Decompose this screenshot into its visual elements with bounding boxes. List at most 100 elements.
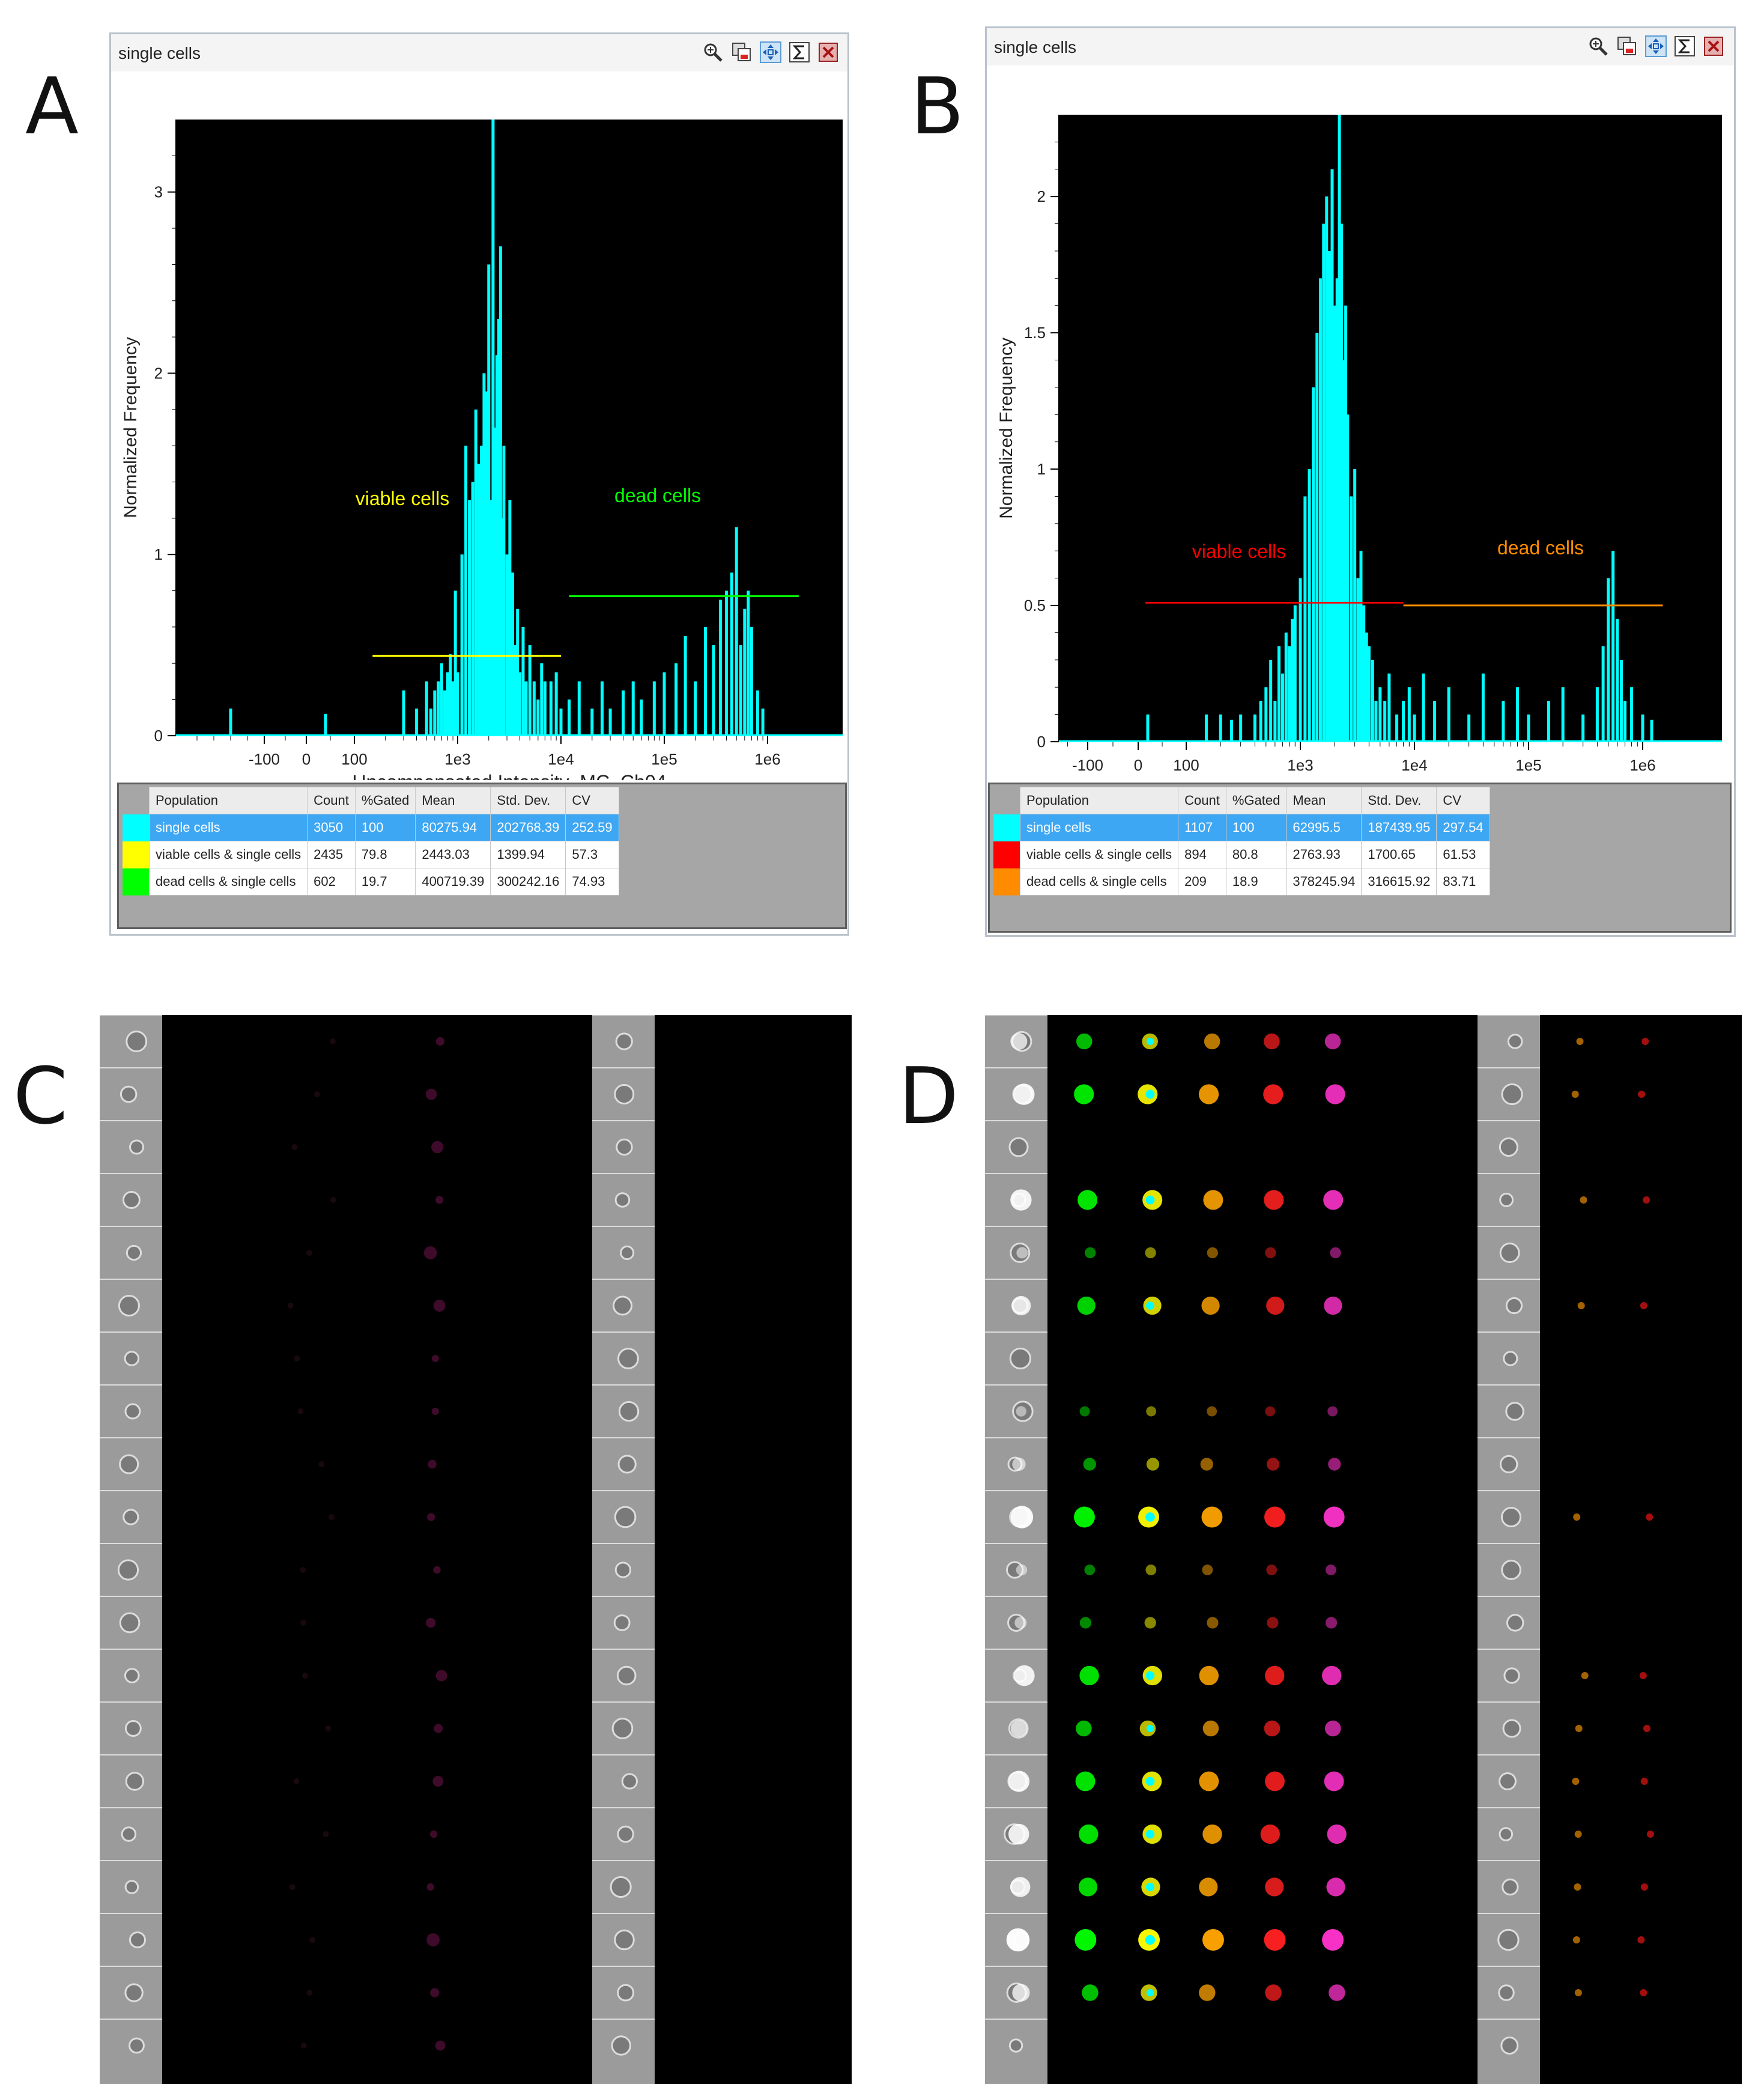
- histogram-bar: [1264, 687, 1268, 742]
- stat-value: 252.59: [565, 814, 619, 841]
- brightfield-cell: [124, 1668, 140, 1683]
- population-name: dead cells & single cells: [148, 868, 308, 895]
- fluorescent-cell: [423, 1246, 437, 1259]
- brightfield-cell: [124, 1351, 140, 1366]
- column-header[interactable]: %Gated: [354, 787, 416, 814]
- move-gate-icon[interactable]: [760, 41, 781, 63]
- column-header[interactable]: Population: [148, 787, 308, 814]
- histogram-bar: [532, 681, 536, 736]
- histogram-bar: [1288, 646, 1291, 742]
- cell-image-gallery-c[interactable]: [100, 1015, 852, 2084]
- fluorescent-cell: [1202, 1824, 1222, 1844]
- fluorescent-cell: [426, 1617, 436, 1628]
- zoom-icon[interactable]: [702, 41, 724, 63]
- fluorescent-cell: [1084, 1565, 1096, 1575]
- column-header[interactable]: Std. Dev.: [490, 787, 566, 814]
- histogram-bar: [1641, 714, 1644, 742]
- brightfield-cell: [121, 1826, 137, 1842]
- gate-label[interactable]: viable cells: [1192, 541, 1287, 562]
- fluorescent-cell: [433, 1300, 446, 1312]
- column-header[interactable]: Population: [1019, 787, 1179, 814]
- histogram-plot[interactable]: 0 0.5 1 1.5 2 -100 0 100 1e3 1e4 1e5 1e6 viable cell…: [987, 65, 1734, 799]
- column-header[interactable]: Mean: [415, 787, 491, 814]
- close-icon[interactable]: [817, 41, 839, 63]
- statistics-table: Population Count %Gated Mean Std. Dev. CV sing…: [123, 787, 619, 895]
- gate-label[interactable]: dead cells: [1497, 537, 1584, 559]
- copy-image-icon[interactable]: [731, 41, 753, 63]
- histogram-bar: [1422, 673, 1425, 742]
- brightfield-cell: [617, 1348, 639, 1369]
- x-axis-label: Intensity_MC_Ch04: [1306, 777, 1475, 780]
- stat-value: 2435: [307, 841, 356, 868]
- y-tick-label: 2: [154, 364, 163, 382]
- histogram-bar: [500, 518, 504, 736]
- histogram-bar: [622, 690, 625, 736]
- stats-row[interactable]: dead cells & single cells 209 18.9 378245.9…: [993, 868, 1490, 895]
- column-header[interactable]: Count: [307, 787, 356, 814]
- gate-label[interactable]: viable cells: [356, 488, 450, 509]
- gate-label[interactable]: dead cells: [614, 485, 701, 506]
- fluorescent-cell: [1641, 1038, 1649, 1045]
- fluorescent-cell: [291, 1144, 298, 1150]
- histogram-bar: [1219, 714, 1222, 742]
- fluorescent-cell: [432, 1776, 444, 1787]
- histogram-bar: [1378, 687, 1382, 742]
- stats-row[interactable]: single cells 1107 100 62995.5 187439.95 297.5…: [993, 814, 1490, 841]
- stat-value: 2443.03: [415, 841, 491, 868]
- fluorescent-cell: [1079, 1665, 1099, 1686]
- statistics-icon[interactable]: [789, 41, 810, 63]
- histogram-bar: [1318, 278, 1322, 742]
- fluorescent-cell: [1322, 1665, 1342, 1686]
- stats-row[interactable]: viable cells & single cells 2435 79.8 2443.…: [123, 841, 619, 868]
- column-header[interactable]: %Gated: [1225, 787, 1287, 814]
- histogram-bar: [590, 708, 594, 736]
- fluorescent-cell: [1264, 1720, 1281, 1737]
- brightfield-strip: [985, 1015, 1047, 2084]
- stats-row[interactable]: single cells 3050 100 80275.94 202768.39 252.…: [123, 814, 619, 841]
- population-color-swatch: [993, 841, 1020, 868]
- column-header[interactable]: Count: [1178, 787, 1226, 814]
- brightfield-cell: [129, 1139, 144, 1155]
- fluorescent-cell: [431, 1407, 439, 1416]
- column-header[interactable]: Mean: [1286, 787, 1362, 814]
- stats-row[interactable]: viable cells & single cells 894 80.8 2763.9…: [993, 841, 1490, 868]
- histogram-bar: [451, 681, 455, 736]
- cell-image-gallery-d[interactable]: [985, 1015, 1742, 2084]
- fluorescent-cell: [1082, 1984, 1099, 2001]
- swatch-header: [993, 787, 1020, 814]
- histogram-bar: [1259, 700, 1262, 742]
- histogram-bar: [1293, 605, 1297, 742]
- close-icon[interactable]: [1703, 35, 1724, 57]
- histogram-bar: [1338, 115, 1341, 742]
- histogram-bar: [1335, 278, 1339, 742]
- x-tick-label: 1e6: [1629, 756, 1655, 774]
- move-gate-icon[interactable]: [1645, 35, 1667, 57]
- fluorescent-cell-core: [1145, 1882, 1155, 1892]
- histogram-bar: [1322, 223, 1326, 742]
- column-header[interactable]: Std. Dev.: [1361, 787, 1437, 814]
- histogram-bar: [443, 690, 447, 736]
- histogram-bar: [1344, 305, 1348, 742]
- histogram-plot[interactable]: 0 1 2 3 -100 0 100 1e3 1e4 1e5 1e6 viable cells dead…: [111, 71, 847, 793]
- y-tick-label: 0.5: [1024, 596, 1046, 614]
- histogram-bar: [1273, 700, 1277, 742]
- fluorescent-cell: [1012, 1457, 1026, 1471]
- fluorescent-cell: [431, 1354, 439, 1363]
- fluorescent-cell-core: [1145, 1671, 1155, 1680]
- histogram-bar: [1387, 673, 1391, 742]
- fluorescent-cell: [1202, 1929, 1224, 1951]
- x-axis-label: Uncompensated Intensity_MC_Ch04: [353, 771, 667, 780]
- copy-image-icon[interactable]: [1616, 35, 1638, 57]
- statistics-icon[interactable]: [1674, 35, 1696, 57]
- stats-row[interactable]: dead cells & single cells 602 19.7 400719.3…: [123, 868, 619, 895]
- histogram-bar: [1340, 223, 1344, 742]
- histogram-bar: [761, 708, 765, 736]
- histogram-bar: [1611, 551, 1615, 742]
- column-header[interactable]: CV: [565, 787, 619, 814]
- fluorescent-cell: [1075, 1771, 1096, 1792]
- zoom-icon[interactable]: [1587, 35, 1609, 57]
- brightfield-cell: [125, 1772, 145, 1791]
- stat-value: 1700.65: [1361, 841, 1437, 868]
- column-header[interactable]: CV: [1436, 787, 1490, 814]
- histogram-bar: [516, 608, 520, 736]
